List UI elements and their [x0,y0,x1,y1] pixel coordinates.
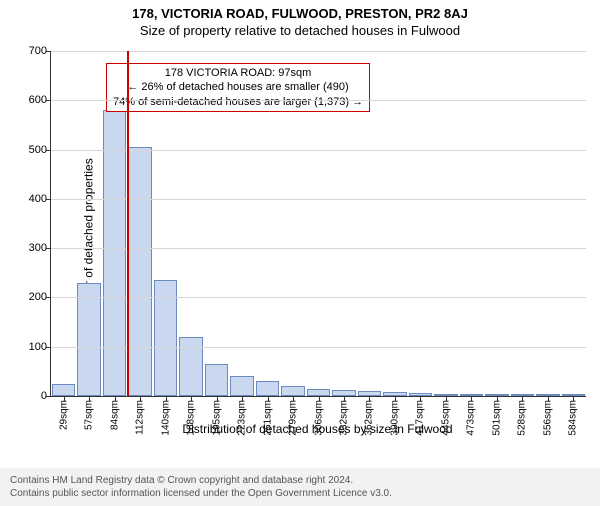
bar [230,376,253,396]
bar [281,386,304,396]
x-axis-label: Distribution of detached houses by size … [50,422,585,436]
bar [52,384,75,396]
ytick-label: 200 [29,291,51,303]
ytick-label: 300 [29,242,51,254]
annotation-line1: 178 VICTORIA ROAD: 97sqm [113,66,363,80]
plot-area: 178 VICTORIA ROAD: 97sqm ← 26% of detach… [50,51,586,397]
page-subtitle: Size of property relative to detached ho… [0,23,600,38]
ytick-label: 600 [29,94,51,106]
annotation-line2: ← 26% of detached houses are smaller (49… [113,80,363,94]
bar [205,364,228,396]
ytick-label: 400 [29,193,51,205]
bar [103,110,126,396]
chart-container: Number of detached properties 178 VICTOR… [0,46,600,436]
annotation-line3: 74% of semi-detached houses are larger (… [113,95,363,109]
gridline [51,347,586,348]
bar [128,147,151,396]
bar [256,381,279,396]
gridline [51,100,586,101]
ytick-label: 700 [29,45,51,57]
ytick-label: 100 [29,341,51,353]
marker-line [127,51,129,396]
gridline [51,150,586,151]
bar [307,389,330,396]
footer-line2: Contains public sector information licen… [10,487,590,500]
gridline [51,297,586,298]
gridline [51,248,586,249]
footer-line1: Contains HM Land Registry data © Crown c… [10,474,590,487]
annotation-box: 178 VICTORIA ROAD: 97sqm ← 26% of detach… [106,63,370,112]
gridline [51,51,586,52]
bar [77,283,100,396]
gridline [51,199,586,200]
ytick-label: 0 [41,390,51,402]
footer: Contains HM Land Registry data © Crown c… [0,468,600,506]
ytick-label: 500 [29,144,51,156]
page-title-address: 178, VICTORIA ROAD, FULWOOD, PRESTON, PR… [0,6,600,21]
